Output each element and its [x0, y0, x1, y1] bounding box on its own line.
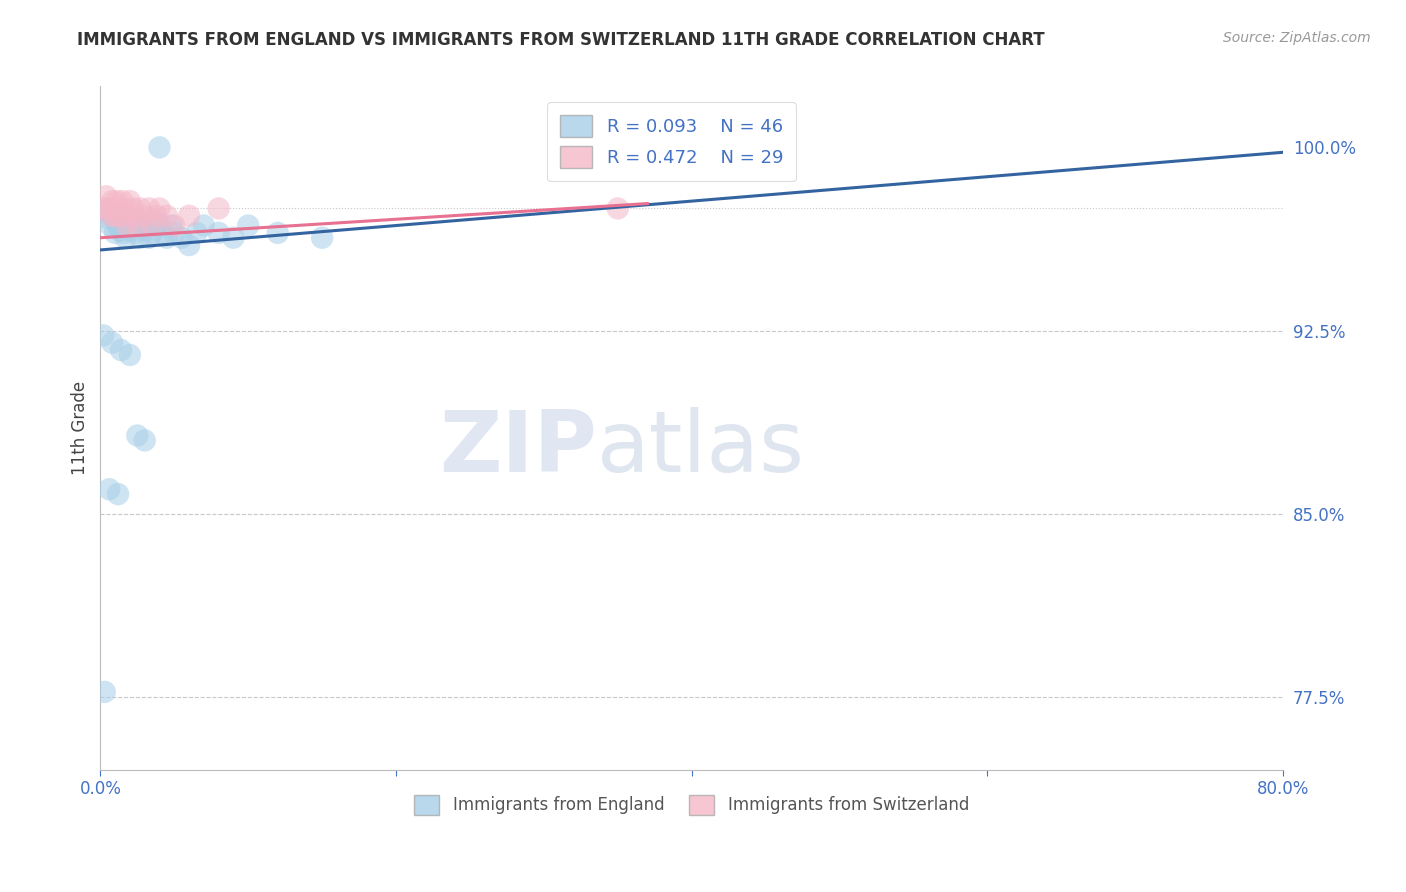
Point: [129, 231, 152, 245]
Point: [94, 202, 117, 216]
Point: [101, 335, 124, 350]
Point: [108, 223, 131, 237]
Point: [160, 219, 183, 233]
Point: [148, 202, 170, 216]
Point: [148, 140, 170, 154]
Point: [125, 209, 148, 223]
Point: [148, 219, 170, 233]
Text: Source: ZipAtlas.com: Source: ZipAtlas.com: [1223, 31, 1371, 45]
Point: [98, 482, 121, 496]
Point: [96, 189, 118, 203]
Point: [105, 194, 128, 208]
Point: [97, 211, 120, 226]
Point: [207, 226, 229, 240]
Point: [98, 202, 121, 216]
Point: [114, 209, 136, 223]
Point: [100, 209, 122, 223]
Point: [107, 202, 129, 216]
Point: [101, 194, 124, 208]
Point: [141, 219, 163, 233]
Point: [222, 231, 245, 245]
Point: [156, 209, 179, 223]
Point: [94, 685, 117, 699]
Point: [103, 202, 125, 216]
Point: [115, 219, 138, 233]
Point: [112, 202, 135, 216]
Point: [170, 231, 193, 245]
Point: [122, 202, 145, 216]
Point: [112, 226, 135, 240]
Y-axis label: 11th Grade: 11th Grade: [72, 381, 89, 475]
Point: [91, 328, 114, 343]
Point: [111, 209, 134, 223]
Point: [118, 348, 141, 362]
Point: [238, 219, 260, 233]
Point: [118, 223, 141, 237]
Point: [104, 209, 127, 223]
Point: [129, 202, 152, 216]
Point: [193, 219, 215, 233]
Point: [107, 219, 129, 233]
Point: [138, 231, 160, 245]
Point: [127, 428, 149, 442]
Point: [177, 209, 200, 223]
Point: [115, 213, 138, 227]
Point: [122, 219, 145, 233]
Point: [138, 202, 160, 216]
Point: [177, 238, 200, 252]
Point: [127, 219, 149, 233]
Point: [207, 202, 229, 216]
Point: [110, 343, 132, 357]
Point: [118, 194, 141, 208]
Point: [141, 226, 163, 240]
Point: [134, 434, 156, 448]
Point: [156, 231, 179, 245]
Point: [163, 219, 186, 233]
Point: [145, 209, 167, 223]
Point: [108, 209, 131, 223]
Point: [105, 213, 128, 227]
Text: ZIP: ZIP: [439, 407, 598, 491]
Point: [94, 203, 117, 218]
Point: [131, 219, 153, 233]
Point: [127, 213, 149, 227]
Point: [134, 223, 156, 237]
Point: [134, 209, 156, 223]
Legend: Immigrants from England, Immigrants from Switzerland: Immigrants from England, Immigrants from…: [406, 786, 977, 823]
Point: [114, 231, 136, 245]
Text: IMMIGRANTS FROM ENGLAND VS IMMIGRANTS FROM SWITZERLAND 11TH GRADE CORRELATION CH: IMMIGRANTS FROM ENGLAND VS IMMIGRANTS FR…: [77, 31, 1045, 49]
Text: atlas: atlas: [598, 407, 806, 491]
Point: [267, 226, 290, 240]
Point: [124, 226, 146, 240]
Point: [107, 487, 129, 501]
Point: [152, 226, 174, 240]
Point: [145, 213, 167, 227]
Point: [186, 226, 208, 240]
Point: [606, 202, 628, 216]
Point: [163, 226, 186, 240]
Point: [104, 226, 127, 240]
Point: [111, 194, 134, 208]
Point: [101, 209, 124, 223]
Point: [311, 231, 333, 245]
Point: [100, 219, 122, 233]
